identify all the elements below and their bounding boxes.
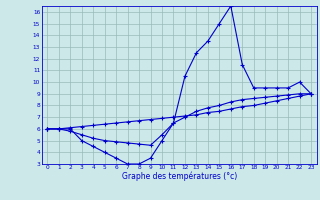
X-axis label: Graphe des températures (°c): Graphe des températures (°c) xyxy=(122,172,237,181)
